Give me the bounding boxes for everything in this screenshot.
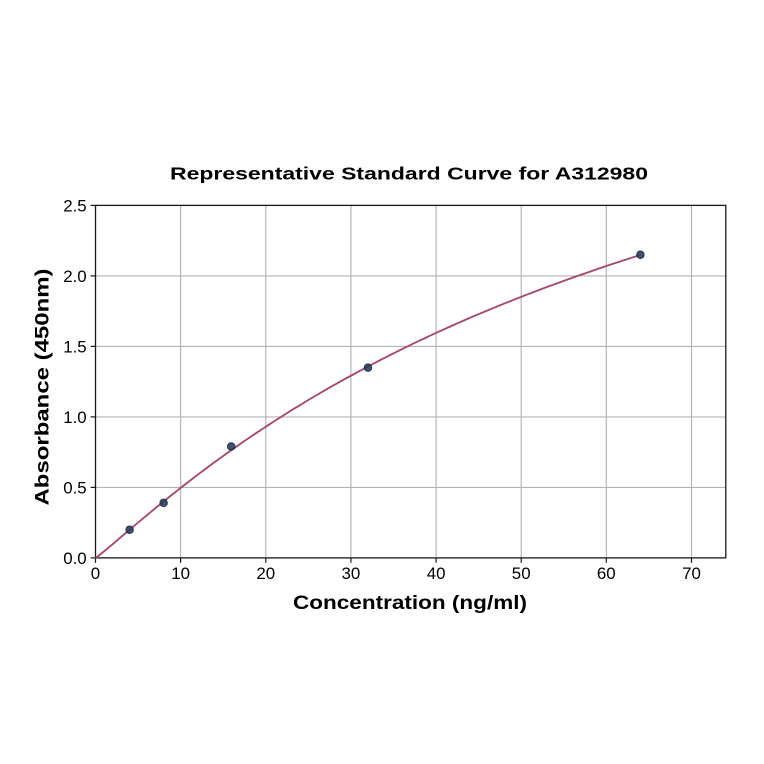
svg-text:20: 20 [256,564,275,583]
svg-text:0.5: 0.5 [63,479,86,498]
svg-text:Representative Standard Curve: Representative Standard Curve for A31298… [170,164,648,184]
svg-text:1.0: 1.0 [63,408,86,427]
svg-text:70: 70 [682,564,701,583]
svg-text:30: 30 [342,564,361,583]
svg-text:2.0: 2.0 [63,267,86,286]
svg-text:60: 60 [597,564,616,583]
svg-text:1.5: 1.5 [63,338,86,357]
svg-text:0: 0 [91,564,100,583]
svg-text:2.5: 2.5 [63,197,86,216]
svg-text:Concentration (ng/ml): Concentration (ng/ml) [293,593,527,614]
svg-text:10: 10 [171,564,190,583]
svg-text:50: 50 [512,564,531,583]
svg-text:Absorbance (450nm): Absorbance (450nm) [33,269,54,506]
svg-text:0.0: 0.0 [63,549,86,568]
svg-text:40: 40 [427,564,446,583]
